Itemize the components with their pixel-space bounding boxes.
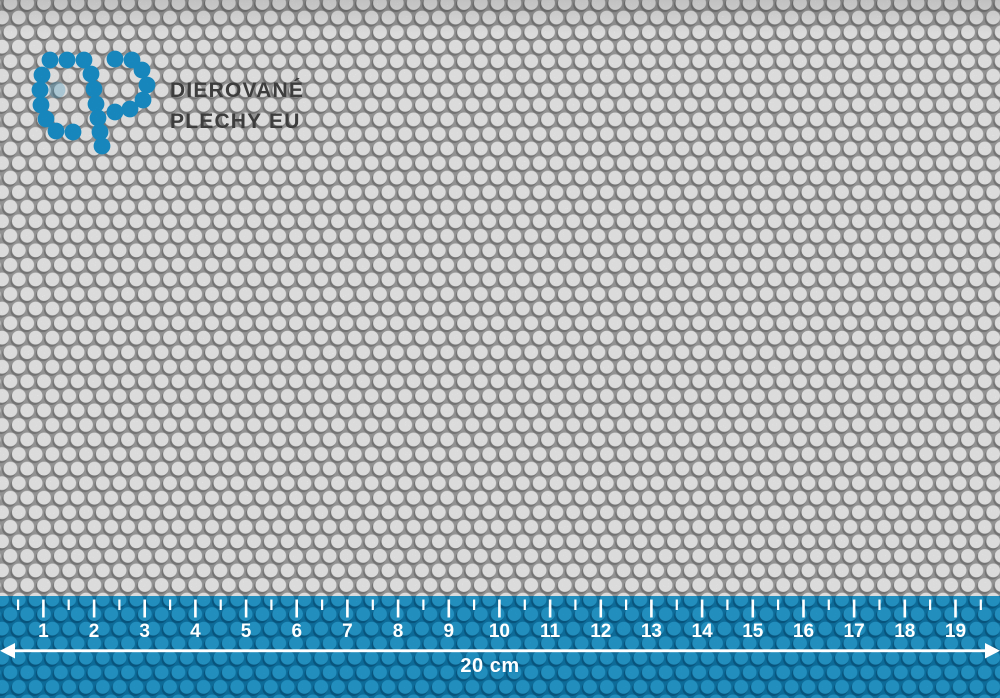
measurement-arrow xyxy=(0,643,1000,659)
ruler-minor-tick xyxy=(878,599,881,610)
ruler-major-tick xyxy=(650,599,653,618)
ruler-major-tick xyxy=(194,599,197,618)
ruler-minor-tick xyxy=(625,599,628,610)
ruler-minor-tick xyxy=(321,599,324,610)
ruler-number: 8 xyxy=(393,621,404,642)
arrow-line xyxy=(4,649,996,653)
ruler-major-tick xyxy=(244,599,248,618)
brand-name-line2: PLECHY EU xyxy=(170,110,301,133)
ruler-minor-tick xyxy=(929,599,932,610)
ruler-major-tick xyxy=(802,599,805,618)
ruler-major-tick xyxy=(92,599,96,618)
ruler-number: 6 xyxy=(292,621,303,642)
arrow-left-head-icon xyxy=(0,643,15,659)
ruler-number: 2 xyxy=(89,621,100,642)
ruler-minor-tick xyxy=(777,599,780,610)
ruler-number: 15 xyxy=(742,621,764,642)
ruler-minor-tick xyxy=(118,599,121,610)
ruler-minor-tick xyxy=(979,599,982,610)
ruler-major-tick xyxy=(396,599,400,618)
ruler-number: 4 xyxy=(190,621,201,642)
ruler-number: 18 xyxy=(894,621,915,642)
ruler-major-tick xyxy=(751,599,755,618)
ruler-number: 3 xyxy=(139,621,150,642)
ruler-minor-tick xyxy=(169,599,172,610)
ruler-major-tick xyxy=(852,599,856,618)
ruler-major-tick xyxy=(143,599,146,618)
arrow-right-head-icon xyxy=(985,643,1000,659)
ruler-major-tick xyxy=(295,599,298,618)
ruler-number: 16 xyxy=(793,621,814,642)
ruler-major-tick xyxy=(548,599,552,618)
ruler-minor-tick xyxy=(422,599,425,610)
ruler-number: 17 xyxy=(844,621,865,642)
ruler-number: 19 xyxy=(945,621,966,642)
ruler-minor-tick xyxy=(523,599,526,610)
ruler-minor-tick xyxy=(675,599,678,610)
ruler-minor-tick xyxy=(574,599,577,610)
ruler-major-tick xyxy=(346,599,349,618)
ruler-minor-tick xyxy=(67,599,70,610)
brand-logo: DIEROVANÉ PLECHY EU xyxy=(170,80,304,132)
ruler-major-tick xyxy=(498,599,501,618)
ruler-minor-tick xyxy=(270,599,273,610)
top-shade-overlay xyxy=(0,0,1000,34)
ruler-number: 9 xyxy=(444,621,455,642)
ruler-minor-tick xyxy=(17,599,20,610)
ruler-minor-tick xyxy=(827,599,830,610)
ruler-major-tick xyxy=(954,599,957,618)
ruler-number: 12 xyxy=(590,621,611,642)
brand-name-line1: DIEROVANÉ xyxy=(170,79,305,102)
ruler-minor-tick xyxy=(219,599,222,610)
ruler-unit-label: 20 cm xyxy=(460,655,520,677)
ruler-number: 13 xyxy=(641,621,662,642)
ruler-major-tick xyxy=(700,599,704,618)
ruler-number: 1 xyxy=(38,621,49,642)
ruler-major-tick xyxy=(42,599,45,618)
ruler-minor-tick xyxy=(726,599,729,610)
ruler-number: 11 xyxy=(540,621,561,642)
ruler-major-tick xyxy=(447,599,451,618)
ruler-minor-tick xyxy=(473,599,476,610)
ruler-number: 5 xyxy=(241,621,252,642)
ruler-number: 10 xyxy=(489,621,510,642)
ruler-major-tick xyxy=(599,599,603,618)
ruler-number: 14 xyxy=(692,621,714,642)
ruler-number: 7 xyxy=(342,621,353,642)
ruler-major-tick xyxy=(903,599,907,618)
ruler-ticks: 1 2 3 4 5 6 7 8 9 10 11 12 13 14 15 16 17 18 19 xyxy=(17,599,982,642)
ruler-minor-tick xyxy=(371,599,374,610)
